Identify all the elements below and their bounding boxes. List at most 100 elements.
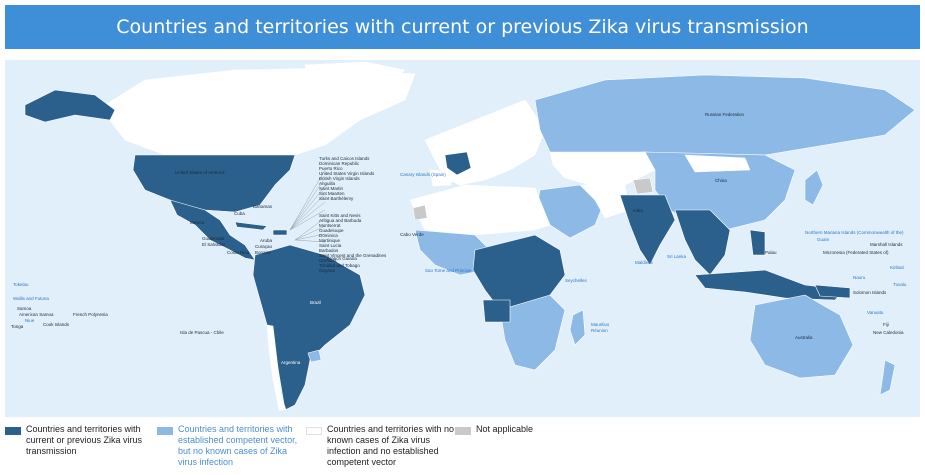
region-india (619, 194, 676, 266)
label-american-samoa: American Samoa (19, 312, 54, 317)
caribbean-label: Sint Maarten (319, 191, 345, 196)
legend-swatch (306, 427, 322, 435)
caribbean-label: Saint Vincent and the Grenadines (319, 253, 387, 258)
label-maldives: Maldives (635, 260, 653, 265)
region-hispaniola (272, 229, 288, 236)
legend-swatch (455, 427, 471, 435)
legend: Countries and territories with current o… (5, 422, 920, 472)
caribbean-label: Saint Barthélemy (319, 196, 354, 201)
region-southern-africa (499, 294, 566, 371)
label-el-salvador: El Salvador (202, 242, 226, 247)
label-fiji: Fiji (883, 322, 889, 327)
label-mauritius: Mauritius (591, 322, 610, 327)
caribbean-label: Saint Martin (319, 186, 344, 191)
region-france (444, 151, 472, 176)
label-kiribati: Kiribati (890, 265, 904, 270)
region-na-western-sahara (412, 204, 428, 221)
label-palau: Palau (765, 250, 777, 255)
label-solomon: Solomon Islands (853, 290, 887, 295)
label-tuvalu: Tuvalu (893, 282, 907, 287)
caribbean-label: Martinique (319, 238, 341, 243)
label-china: China (715, 178, 727, 183)
region-spain (429, 169, 454, 187)
region-png (814, 284, 851, 299)
region-cuba (234, 221, 268, 231)
label-australia: Australia (795, 335, 813, 340)
label-n-mariana: Northern Mariana Islands (Commonwealth o… (805, 230, 904, 235)
label-french-polynesia: French Polynesia (73, 312, 108, 317)
label-sao-tome: Sao Tome and Principe (425, 268, 472, 273)
caribbean-leader-lines (289, 169, 326, 243)
region-philippines (749, 229, 766, 256)
label-india: India (633, 208, 643, 213)
map-svg (24, 61, 916, 411)
label-cuba: Cuba (234, 211, 245, 216)
caribbean-label: Montserrat (319, 223, 341, 228)
region-greenland (304, 61, 406, 106)
label-micronesia: Micronesia (Federated States of) (823, 250, 889, 255)
region-south-america (252, 244, 366, 411)
region-north-africa (409, 184, 551, 236)
page-title: Countries and territories with current o… (116, 16, 809, 38)
label-vanuatu: Vanuatu (867, 310, 884, 315)
caribbean-label: Dominica (319, 233, 338, 238)
label-tonga: Tonga (11, 324, 24, 329)
label-brazil: Brazil (310, 300, 322, 305)
caribbean-label: Grenada (319, 258, 337, 263)
label-tokelau: Tokelau (13, 282, 29, 287)
region-japan (804, 169, 824, 206)
caribbean-label: Antigua and Barbuda (319, 218, 362, 223)
label-argentina: Argentina (281, 360, 301, 365)
world-map: United States of America Mexico Bahamas … (5, 60, 920, 417)
region-uruguay (307, 349, 322, 363)
legend-item-vector: Countries and territories with establish… (157, 424, 307, 468)
label-wallis: Wallis and Futuna (13, 296, 49, 301)
caribbean-group-1: Turks and Caicos Islands Dominican Repub… (319, 156, 374, 201)
title-bar: Countries and territories with current o… (5, 5, 920, 49)
label-russia: Russian Federation (705, 112, 745, 117)
region-mongolia (684, 154, 751, 173)
caribbean-label: Guyana (319, 268, 335, 273)
region-iran (579, 184, 631, 219)
legend-label: Countries and territories with current o… (26, 424, 143, 456)
legend-item-none: Countries and territories with no known … (306, 424, 456, 468)
legend-item-na: Not applicable (455, 424, 595, 435)
caribbean-label: Anguilla (319, 181, 336, 186)
label-usa: United States of America (175, 170, 225, 175)
caribbean-label: Puerto Rico (319, 166, 343, 171)
region-alaska (24, 89, 116, 123)
label-canary: Canary Islands (Spain) (400, 172, 446, 177)
caribbean-label: Saint Kitts and Nevis (319, 213, 361, 218)
legend-label: Countries and territories with establish… (178, 424, 298, 467)
legend-swatch (5, 427, 21, 435)
legend-item-current: Countries and territories with current o… (5, 424, 155, 457)
label-french-guiana: French Guiana (327, 256, 357, 261)
label-guam: Guam (817, 237, 830, 242)
label-nauru: Nauru (853, 275, 866, 280)
label-mexico: Mexico (190, 220, 205, 225)
label-guatemala: Guatemala (202, 236, 225, 241)
label-bonaire: Bonaire (255, 250, 271, 255)
label-easter: Isla de Pascua - Chile (180, 330, 224, 335)
caribbean-label: Saint Lucia (319, 243, 342, 248)
caribbean-label: British Virgin Islands (319, 176, 360, 181)
label-sri-lanka: Sri Lanka (667, 254, 687, 259)
label-new-caledonia: New Caledonia (873, 330, 904, 335)
region-madagascar (569, 309, 586, 346)
caribbean-label: Turks and Caicos Islands (319, 156, 370, 161)
caribbean-group-2: Saint Kitts and Nevis Antigua and Barbud… (319, 213, 386, 273)
caribbean-label: United States Virgin Islands (319, 171, 375, 176)
region-se-asia (674, 209, 731, 276)
region-angola (482, 299, 511, 323)
legend-label: Countries and territories with no known … (327, 424, 455, 467)
label-costa-rica: Costa Rica (227, 250, 250, 255)
label-aruba: Aruba (260, 238, 273, 243)
label-bahamas: Bahamas (253, 204, 273, 209)
region-new-zealand (879, 359, 896, 396)
label-cook: Cook Islands (43, 322, 70, 327)
label-curacao: Curaçao (255, 244, 273, 249)
region-na-kashmir (632, 177, 654, 195)
region-mexico (169, 199, 256, 261)
label-marshall: Marshall Islands (870, 242, 903, 247)
region-chile (266, 324, 287, 411)
